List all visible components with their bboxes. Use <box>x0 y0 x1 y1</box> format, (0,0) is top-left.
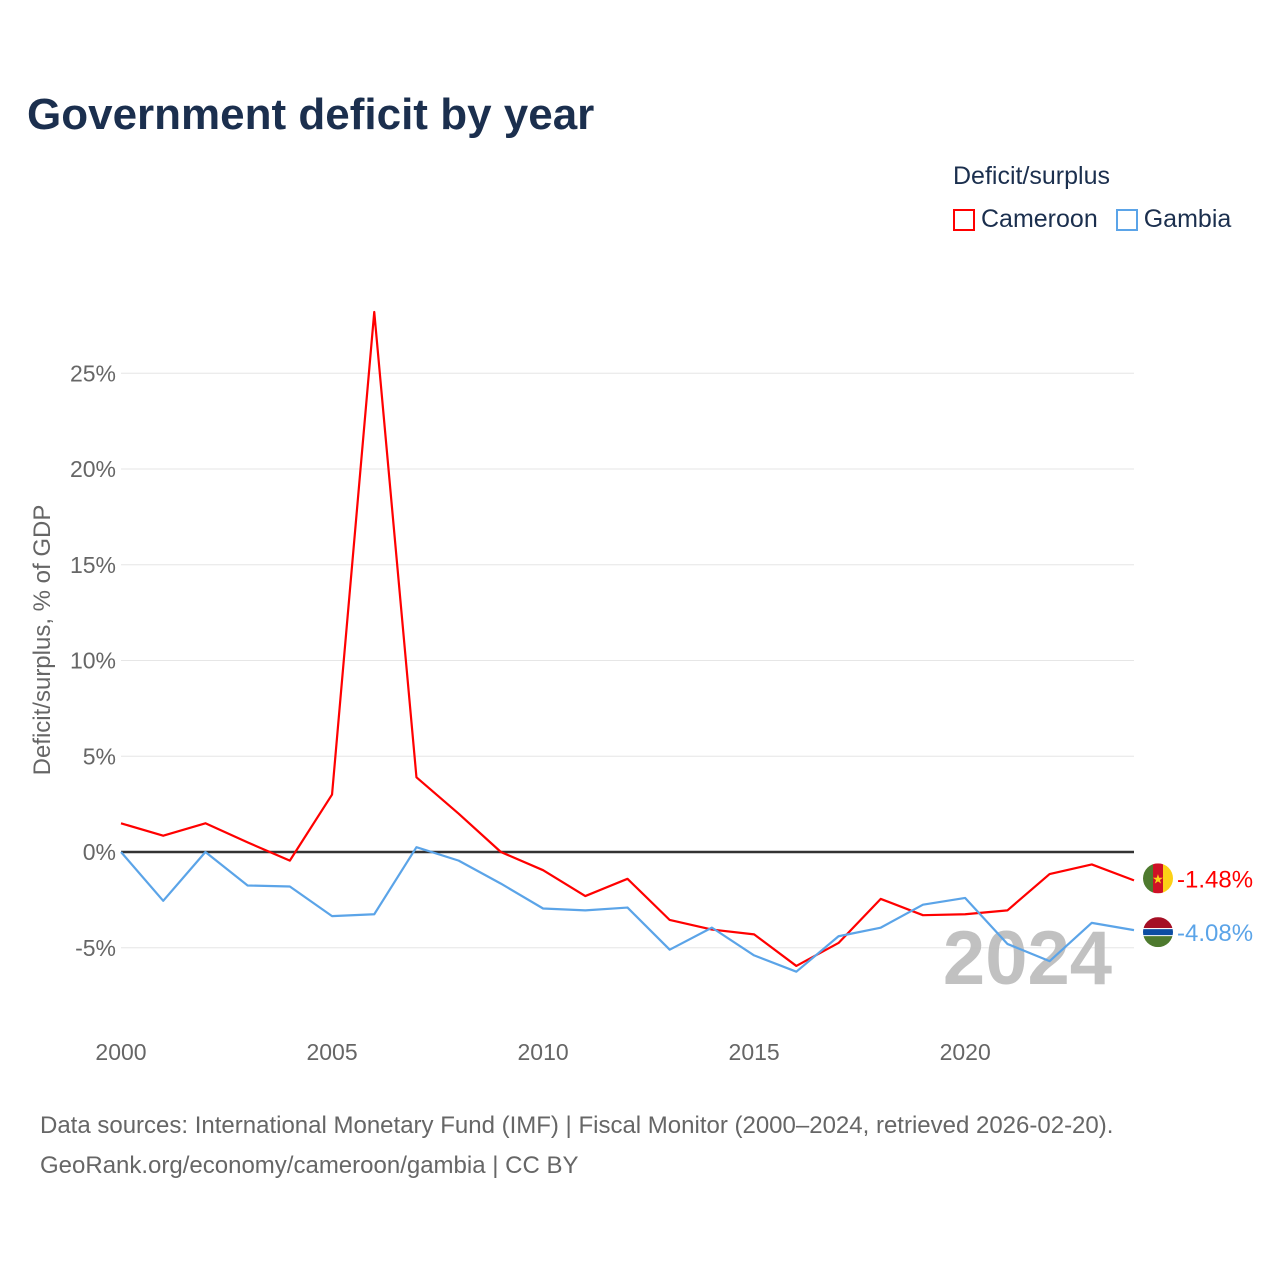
x-axis-ticks: 2000 2005 2010 2015 2020 <box>95 1039 990 1065</box>
y-tick-label: -5% <box>75 935 116 961</box>
y-axis-ticks: -5% 0% 5% 10% 15% 20% 25% <box>70 360 116 961</box>
legend-item-gambia[interactable]: Gambia <box>1115 205 1232 234</box>
y-tick-label: 10% <box>70 648 116 674</box>
y-tick-label: 0% <box>83 839 116 865</box>
y-tick-label: 25% <box>70 360 116 386</box>
legend-label: Gambia <box>1143 205 1232 233</box>
y-tick-label: 20% <box>70 456 116 482</box>
chart-title: Government deficit by year <box>27 90 595 139</box>
line-chart: -5% 0% 5% 10% 15% 20% 25% 2000 2005 2010 2015 2020… <box>29 310 1253 1065</box>
legend: Deficit/surplus Cameroon Gambia <box>953 162 1231 234</box>
legend-swatch-gambia <box>1115 208 1138 231</box>
x-tick-label: 2020 <box>940 1039 991 1065</box>
legend-swatch-cameroon <box>953 208 975 231</box>
x-tick-label: 2010 <box>517 1039 568 1065</box>
footer: Data sources: International Monetary Fun… <box>40 1106 1113 1186</box>
gambia-flag-icon <box>1143 917 1173 948</box>
end-labels: ★ -1.48% -4.08% <box>1143 863 1253 948</box>
end-value-label: -1.48% <box>1177 866 1253 893</box>
legend-item-cameroon[interactable]: Cameroon <box>953 205 1098 234</box>
series-line-gambia <box>120 846 1135 973</box>
series-lines <box>120 310 1135 973</box>
x-tick-label: 2005 <box>306 1039 357 1065</box>
gridlines <box>121 372 1134 949</box>
end-value-label: -4.08% <box>1177 920 1253 947</box>
y-tick-label: 15% <box>70 552 116 578</box>
x-tick-label: 2015 <box>729 1039 780 1065</box>
source-note: Data sources: International Monetary Fun… <box>40 1112 1114 1139</box>
y-axis-label: Deficit/surplus, % of GDP <box>29 505 56 776</box>
series-line-cameroon <box>120 310 1135 968</box>
legend-label: Cameroon <box>981 205 1098 233</box>
attribution-link[interactable]: GeoRank.org/economy/cameroon/gambia | CC… <box>40 1152 579 1179</box>
legend-title: Deficit/surplus <box>953 162 1110 190</box>
svg-text:★: ★ <box>1152 871 1164 886</box>
cameroon-flag-icon: ★ <box>1143 863 1173 894</box>
y-tick-label: 5% <box>83 743 116 769</box>
x-tick-label: 2000 <box>95 1039 146 1065</box>
